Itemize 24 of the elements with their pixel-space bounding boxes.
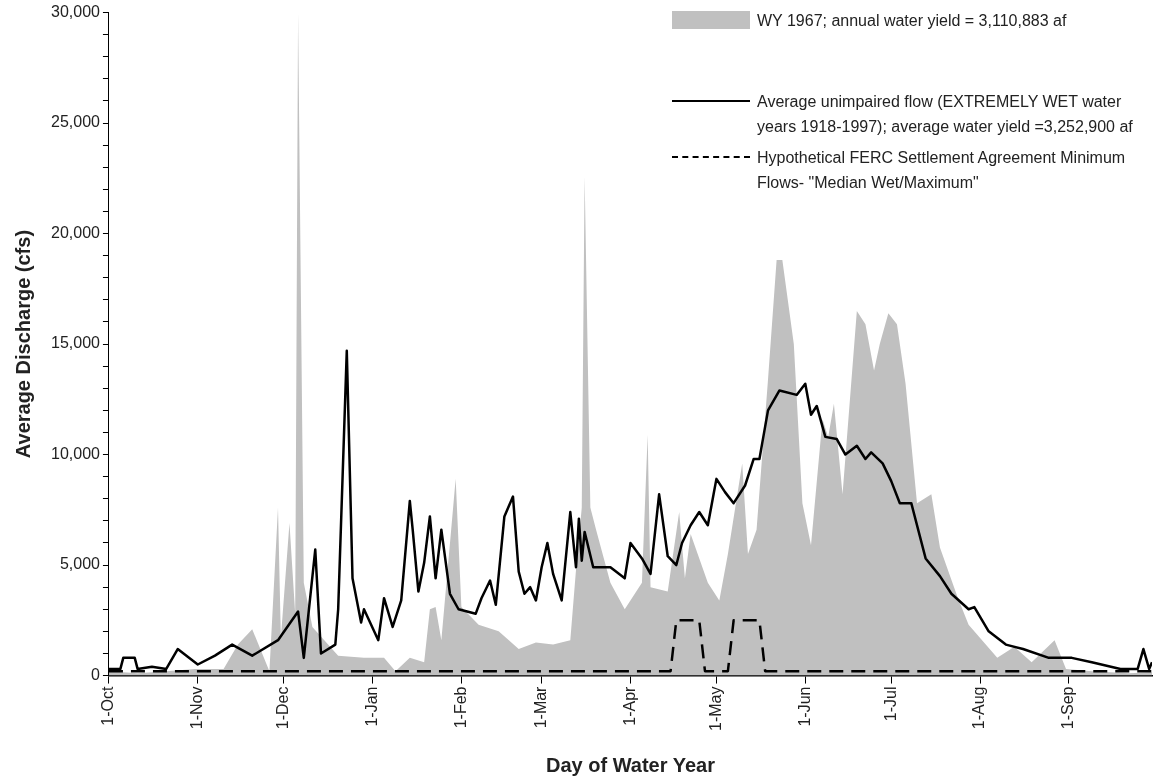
x-tick-label: 1-Aug (970, 686, 988, 730)
y-tick-label: 15,000 (51, 334, 101, 352)
legend-label: Hypothetical FERC Settlement Agreement Minimum Flows- "Median Wet/Maximum" (757, 148, 1127, 193)
x-tick-label: 1-Sep (1059, 686, 1077, 730)
legend-label: Average unimpaired flow (EXTREMELY WET water years 1918-1997); average water yield =3,252,900 af (757, 92, 1134, 137)
x-tick-label: 1-Apr (620, 685, 638, 726)
y-axis-title: Average Discharge (cfs) (11, 229, 34, 459)
y-tick-label: 10,000 (51, 444, 101, 462)
y-tick-label: 5,000 (59, 555, 101, 573)
x-tick-label: 1-Jul (881, 686, 899, 722)
x-tick-label: 1-Jun (795, 686, 813, 727)
y-tick-label: 30,000 (51, 3, 101, 21)
y-tick-label: 20,000 (51, 223, 101, 241)
x-tick-label: 1-Nov (188, 686, 206, 730)
x-tick-label: 1-Mar (532, 685, 550, 729)
x-axis-title: Day of Water Year (545, 753, 716, 776)
y-tick-label: 0 (91, 665, 101, 683)
legend-label: WY 1967; annual water yield = 3,110,883 af (757, 11, 1068, 31)
x-tick-label: 1-Oct (99, 686, 117, 726)
x-tick-label: 1-May (706, 686, 724, 731)
x-tick-label: 1-Jan (362, 686, 380, 727)
x-tick-label: 1-Feb (451, 686, 469, 729)
y-tick-label: 25,000 (51, 113, 101, 131)
x-tick-label: 1-Dec (274, 686, 292, 730)
